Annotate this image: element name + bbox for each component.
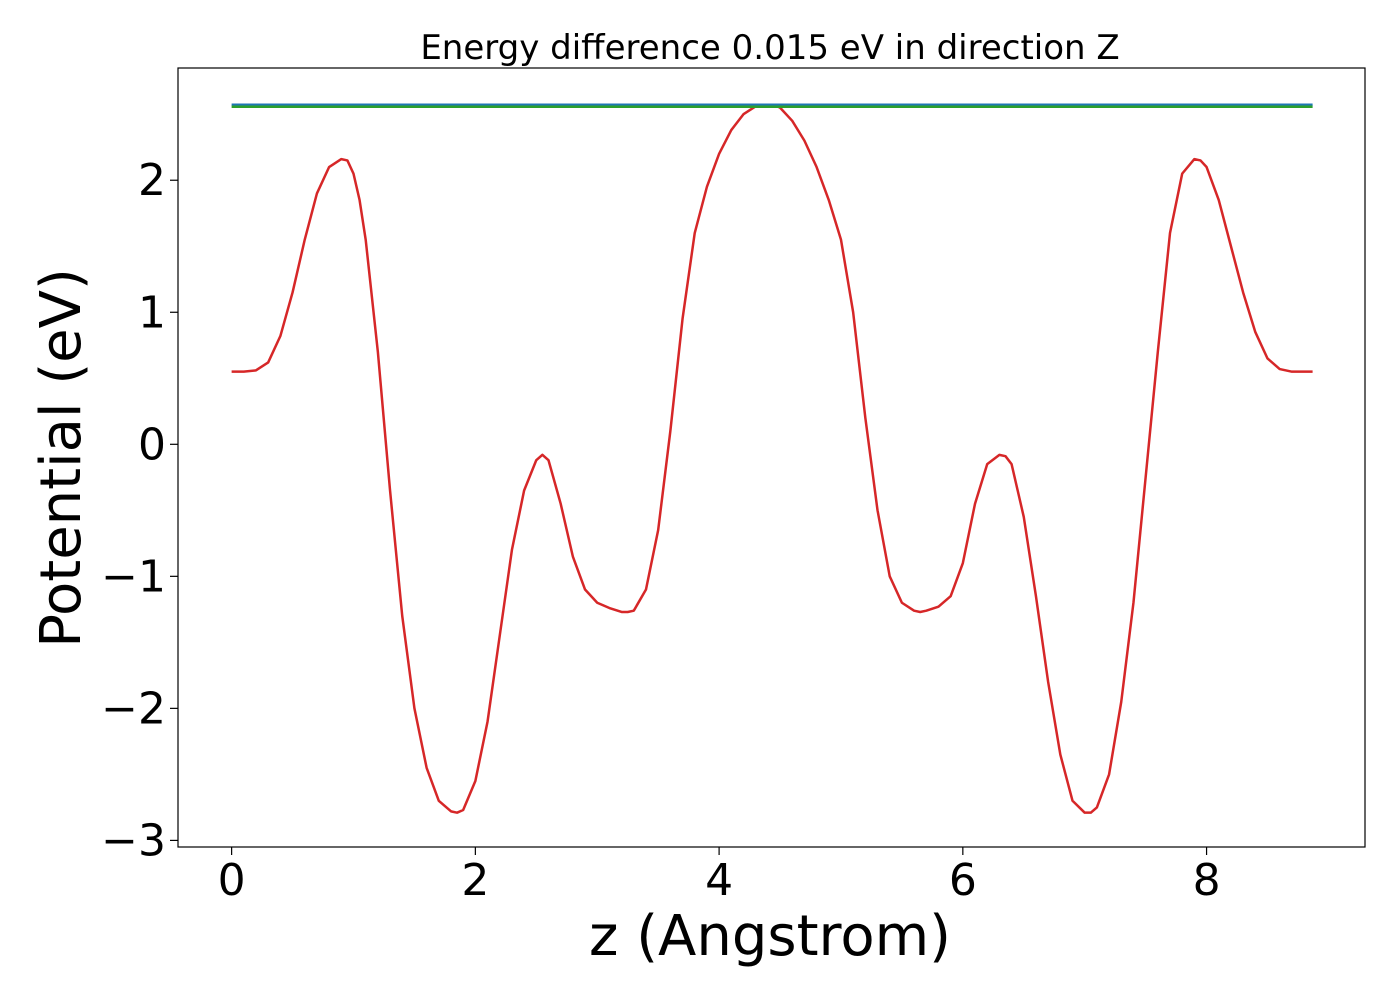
y-axis-label: Potential (eV)	[29, 268, 94, 648]
x-tick-label: 6	[949, 855, 977, 906]
y-tick-label: 0	[138, 419, 166, 470]
x-tick-label: 0	[218, 855, 246, 906]
series-layer	[231, 103, 1313, 814]
x-tick-label: 4	[705, 855, 733, 906]
y-tick-label: −3	[101, 815, 166, 866]
plot-frame	[177, 67, 1366, 848]
tick-layer: 0 2 4 6 8 −3 −2 −1 0 1 2	[101, 155, 1220, 906]
y-tick-label: 1	[138, 287, 166, 338]
y-tick-label: −2	[101, 683, 166, 734]
x-tick-label: 2	[461, 855, 489, 906]
x-axis-label: z (Angstrom)	[589, 904, 951, 969]
y-tick-label: −1	[101, 551, 166, 602]
x-tick-label: 8	[1193, 855, 1221, 906]
chart-title: Energy difference 0.015 eV in direction …	[420, 28, 1119, 68]
y-tick-label: 2	[138, 155, 166, 206]
